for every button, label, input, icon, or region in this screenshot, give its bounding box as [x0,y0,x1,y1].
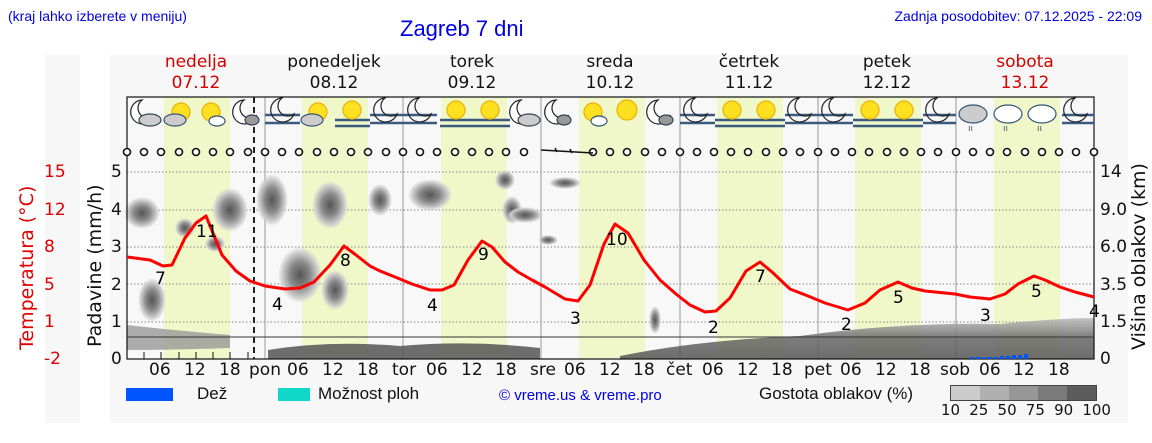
x-tick: 12 [599,360,621,380]
density-ticks: 10 25 50 75 90 100 [941,401,1111,419]
rain-bars [970,354,1028,359]
showers-legend-label: Možnost ploh [318,384,420,403]
x-tick: sob [940,360,971,380]
svg-text:ıı: ıı [1037,124,1042,134]
cloud-height-tick: 0 [1100,349,1111,369]
x-tick: 06 [426,360,448,380]
temp-axis-panel [45,55,80,423]
x-tick: 18 [219,360,241,380]
precip-tick: 0 [111,349,122,369]
x-tick: 18 [1048,360,1070,380]
temp-value-label: 4 [1089,302,1100,322]
temp-value-label: 9 [478,245,489,265]
x-tick: 06 [287,360,309,380]
temp-tick: 8 [44,237,55,257]
temp-value-label: 4 [427,296,438,316]
day-header: petek 12.12 [862,52,912,93]
day-header: sobota 13.12 [996,52,1054,93]
x-tick: 06 [840,360,862,380]
x-tick: 12 [875,360,897,380]
temp-value-label: 5 [1031,282,1042,302]
wind-barb-icon [540,147,594,154]
temp-tick: 5 [44,275,55,295]
temp-value-label: 4 [272,295,283,315]
day-header: sreda 10.12 [585,52,635,93]
x-tick: 18 [909,360,931,380]
x-tick: 18 [633,360,655,380]
showers-legend-swatch [278,388,310,401]
temp-value-label: 5 [893,288,904,308]
x-tick: 12 [737,360,759,380]
page-title: Zagreb 7 dni [400,16,524,41]
fog-icons [265,113,1094,128]
region-hint: (kraj lahko izberete v meniju) [8,8,187,24]
temp-tick: 15 [44,162,66,182]
cloud-density-blobs [124,170,661,334]
cloud-height-tick: 6.0 [1100,237,1128,257]
x-tick: 12 [1013,360,1035,380]
precip-tick: 4 [111,200,122,220]
last-updated: Zadnja posodobitev: 07.12.2025 - 22:09 [894,8,1142,24]
day-header: torek 09.12 [447,52,497,93]
x-tick: 06 [702,360,724,380]
weather-icons [130,99,260,127]
svg-text:ıı: ıı [968,124,973,134]
sun-moon-icons: ıı ıı ıı [270,97,1089,134]
copyright-link[interactable]: © vreme.us & vreme.pro [499,387,662,404]
temp-tick: -2 [44,349,61,369]
x-tick: 06 [979,360,1001,380]
cloud-height-tick: 14 [1100,162,1122,182]
precip-tick: 2 [111,275,122,295]
x-tick: 12 [184,360,206,380]
day-header: nedelja 07.12 [164,52,228,93]
cloud-height-tick: 9.0 [1100,200,1128,220]
density-legend-label: Gostota oblakov (%) [759,384,914,403]
temp-value-label: 10 [606,230,628,250]
x-tick: 18 [357,360,379,380]
x-tick: 12 [461,360,483,380]
precip-tick: 5 [111,162,122,182]
day-header: ponedeljek 08.12 [287,52,381,93]
rain-legend-label: Dež [197,384,228,403]
x-tick: pon [249,360,281,380]
day-header: četrtek 11.12 [718,52,780,93]
temp-value-label: 3 [570,309,581,329]
temp-value-label: 2 [841,315,852,335]
x-tick: 18 [771,360,793,380]
x-tick: 18 [495,360,517,380]
temperature-line [126,214,1095,314]
temp-value-label: 3 [980,306,991,326]
x-tick: 06 [149,360,171,380]
x-tick: pet [804,360,832,380]
x-tick: 12 [322,360,344,380]
daylight-bands [164,97,1060,359]
x-tick: tor [392,360,417,380]
temp-value-label: 7 [755,267,766,287]
cloud-height-tick: 3.5 [1100,275,1128,295]
x-tick: čet [666,360,693,380]
temp-value-label: 11 [196,222,218,242]
wind-indicators [122,147,1099,157]
temp-value-label: 7 [155,269,166,289]
x-tick: sre [530,360,556,380]
rain-legend-swatch [126,388,173,401]
x-tick: 06 [564,360,586,380]
temp-value-label: 8 [340,251,351,271]
temp-tick: 1 [44,312,55,332]
svg-text:ıı: ıı [1003,124,1008,134]
density-colorbar [950,385,1097,401]
precip-tick: 3 [111,237,122,257]
precip-tick: 1 [111,312,122,332]
temp-value-label: 2 [708,318,719,338]
temp-tick: 12 [44,200,66,220]
cloud-height-tick: 1.5 [1100,312,1128,332]
